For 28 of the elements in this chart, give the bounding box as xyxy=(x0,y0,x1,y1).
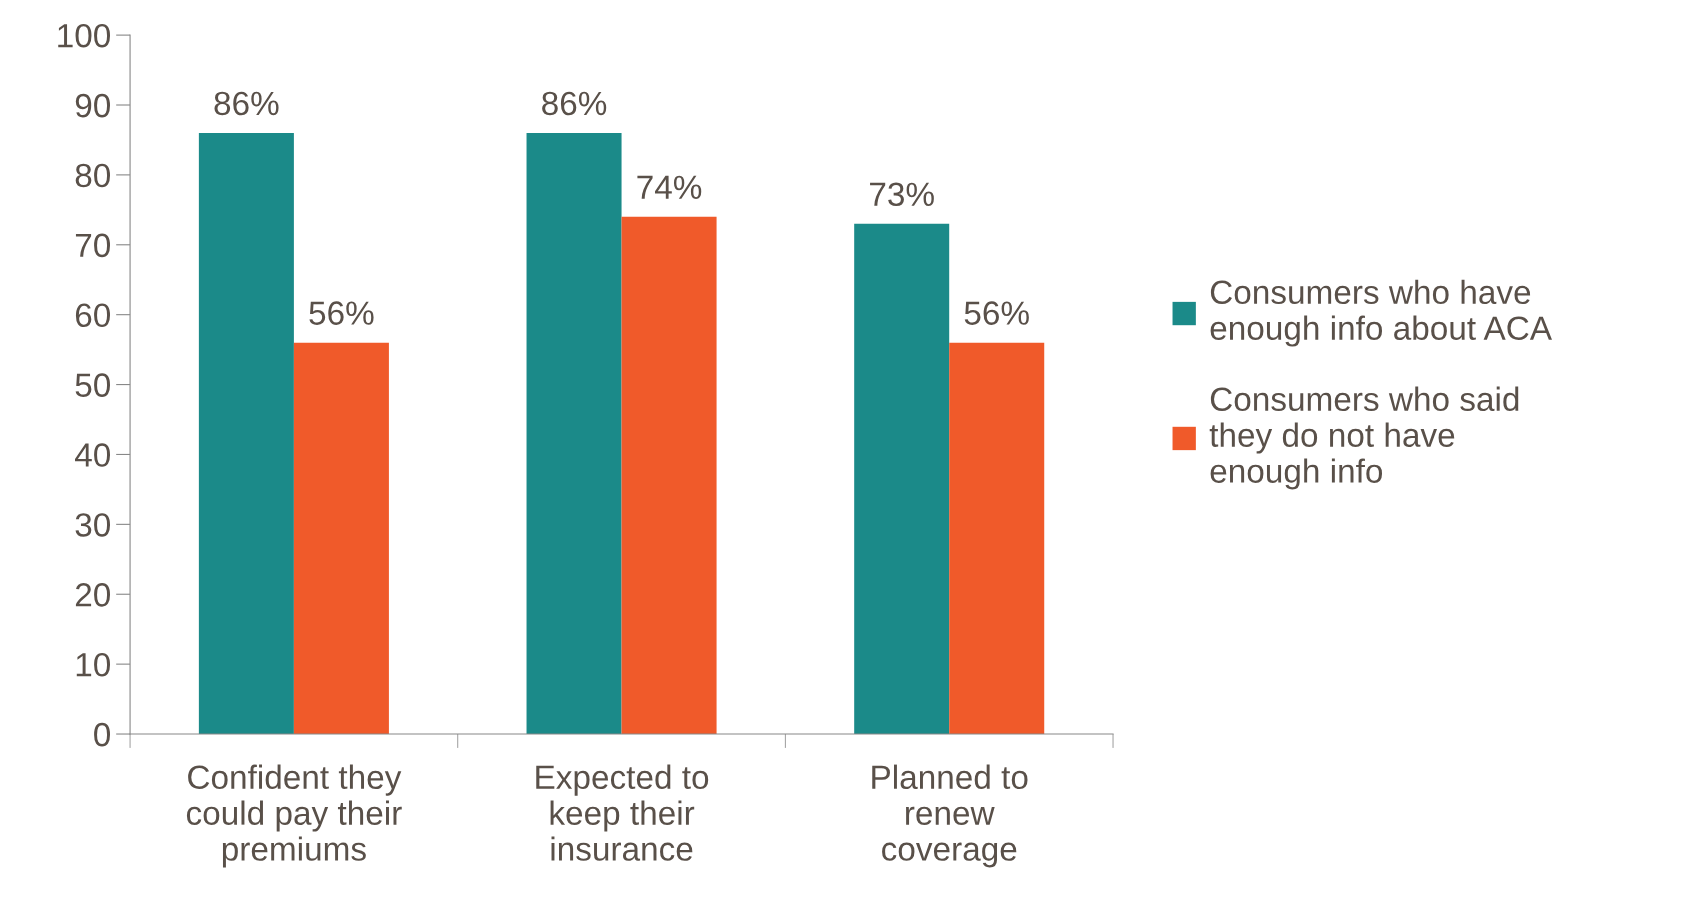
y-tick-label: 0 xyxy=(94,722,111,747)
y-tick-label: 50 xyxy=(75,373,111,397)
bar xyxy=(198,132,294,735)
y-tick-label: 70 xyxy=(75,233,111,258)
bar xyxy=(949,342,1045,735)
x-tick-label: Expected to keep their insurance xyxy=(536,764,709,861)
y-tick-label: 90 xyxy=(75,93,111,118)
data-label: 86% xyxy=(214,91,279,116)
data-label: 56% xyxy=(309,301,374,325)
y-tick-label: 10 xyxy=(76,652,111,677)
data-label: 86% xyxy=(542,91,607,116)
y-tick-label: 40 xyxy=(75,443,111,467)
data-label: 73% xyxy=(870,182,934,207)
bar xyxy=(526,132,622,735)
y-tick-label: 100 xyxy=(58,23,111,48)
y-tick-label: 20 xyxy=(75,583,111,607)
legend-label: Consumers who have enough info about ACA xyxy=(1210,279,1553,347)
x-tick-label: Confident they could pay their premiums xyxy=(186,764,402,868)
bar xyxy=(854,223,950,735)
data-label: 56% xyxy=(964,301,1029,325)
bar xyxy=(293,342,389,735)
legend-label: Consumers who said they do not have enough info xyxy=(1209,386,1519,490)
bar xyxy=(621,216,717,735)
x-tick-label: Planned to renew coverage xyxy=(872,764,1028,868)
y-tick-label: 80 xyxy=(75,163,111,188)
y-tick-label: 30 xyxy=(75,513,111,537)
y-tick-label: 60 xyxy=(75,303,111,328)
data-label: 74% xyxy=(637,175,702,199)
